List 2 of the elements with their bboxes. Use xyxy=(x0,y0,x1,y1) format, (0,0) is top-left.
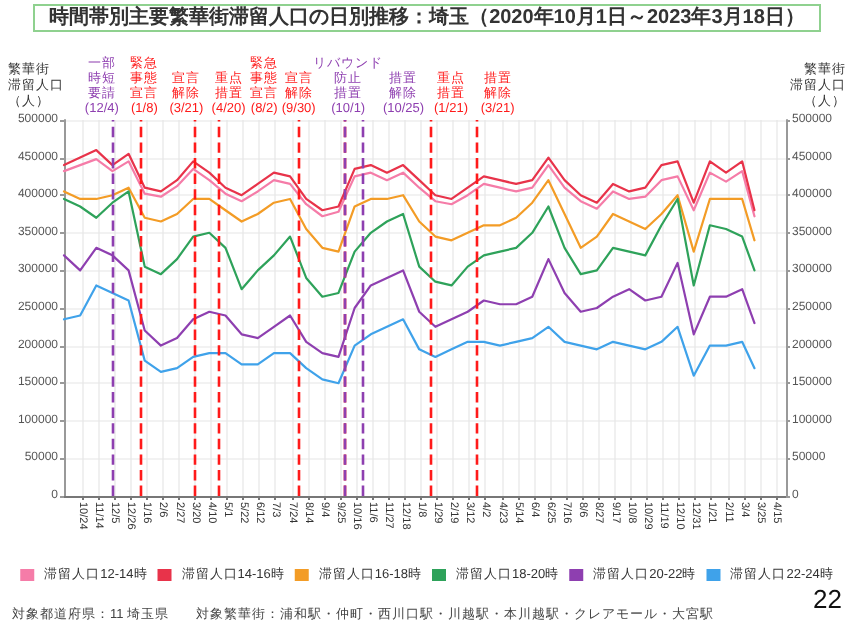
chart-title: 時間帯別主要繁華街滞留人口の日別推移：埼玉（2020年10月1日～2023年3月18日） xyxy=(49,5,805,29)
text: 22 xyxy=(813,584,843,614)
